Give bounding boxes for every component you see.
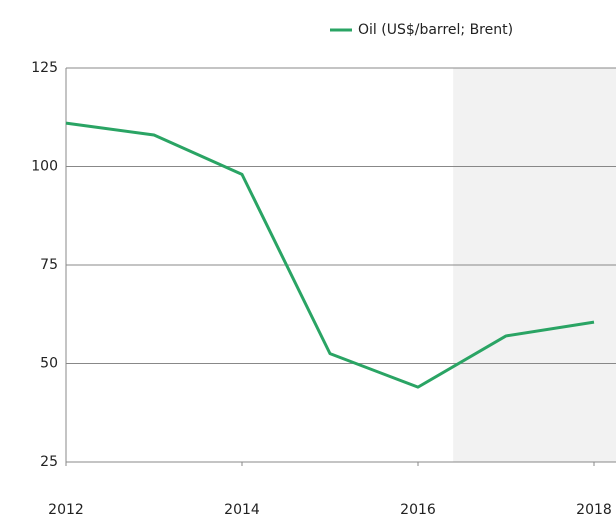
x-tick-label: 2016 bbox=[400, 502, 436, 518]
y-tick-label: 125 bbox=[31, 60, 58, 76]
legend-label: Oil (US$/barrel; Brent) bbox=[358, 22, 513, 38]
x-tick-label: 2012 bbox=[48, 502, 84, 518]
x-tick-label: 2014 bbox=[224, 502, 260, 518]
y-tick-label: 25 bbox=[40, 454, 58, 470]
x-tick-label: 2018 bbox=[576, 502, 612, 518]
y-tick-label: 50 bbox=[40, 356, 58, 372]
line bbox=[65, 121, 595, 389]
y-tick-label: 100 bbox=[31, 159, 58, 175]
y-tick-label: 75 bbox=[40, 257, 58, 273]
